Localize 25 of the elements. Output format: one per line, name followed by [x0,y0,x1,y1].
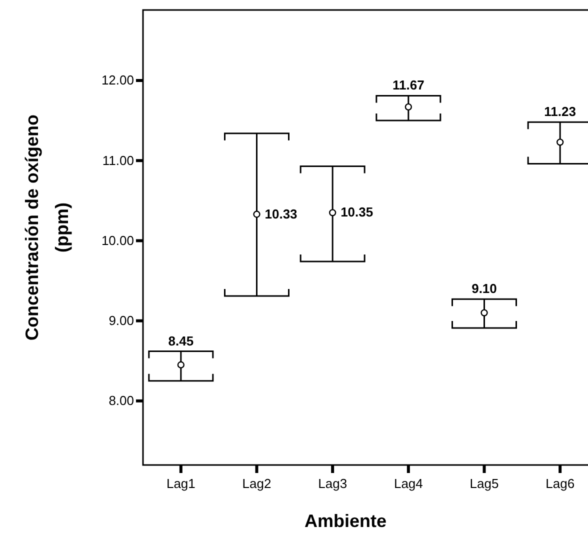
x-tick-label: Lag4 [394,476,423,492]
data-label: 11.23 [544,104,576,120]
x-axis-title: Ambiente [304,511,387,531]
point [556,138,564,146]
data-label: 8.45 [168,333,194,348]
x-tick-label: Lag6 [546,476,575,492]
y-tick-label: 12.00 [101,72,134,88]
x-tick-label: Lag2 [242,476,272,492]
point [329,209,336,216]
y-tick-label: 10.00 [101,232,134,248]
data-label: 10.33 [264,206,298,222]
data-label: 10.35 [340,204,374,220]
data-label: 9.10 [472,281,497,296]
point [404,103,412,111]
x-tick-label: Lag5 [470,476,499,492]
y-axis-title: Concentración de oxígeno (ppm) [22,114,72,341]
y-tick-label: 8.00 [108,393,134,408]
point [177,361,184,368]
point [480,309,488,316]
x-tick-label: Lag3 [318,476,348,492]
x-tick-label: Lag1 [166,476,196,492]
data-label: 11.67 [392,78,424,93]
y-tick-label: 9.00 [108,312,134,328]
point [253,210,260,218]
y-tick-label: 11.00 [102,152,134,168]
